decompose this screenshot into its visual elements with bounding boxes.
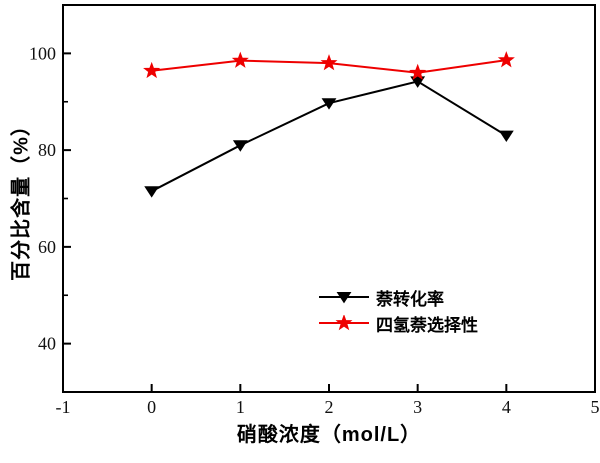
x-tick-label: 2 — [325, 397, 334, 417]
star-marker — [320, 54, 338, 71]
star-marker — [231, 51, 249, 68]
legend-item-selectivity: 四氢萘选择性 — [318, 310, 478, 336]
y-tick-label: 80 — [38, 140, 56, 160]
y-tick-label: 40 — [38, 334, 56, 354]
legend-line-star-icon — [319, 315, 369, 331]
x-tick-label: 5 — [591, 397, 600, 417]
y-axis-title: 百分比含量（%） — [10, 115, 33, 281]
star-marker — [497, 51, 515, 68]
y-tick-label: 100 — [29, 43, 56, 63]
star-marker — [143, 61, 161, 79]
triangle-down-marker — [336, 292, 352, 304]
triangle-down-marker — [498, 130, 514, 143]
legend-label-conversion: 萘转化率 — [376, 289, 444, 309]
x-tick-label: 0 — [147, 397, 156, 417]
x-axis-title: 硝酸浓度（mol/L） — [236, 424, 422, 446]
triangle-down-marker — [321, 98, 337, 110]
star-marker — [409, 63, 427, 81]
legend: 萘转化率 四氢萘选择性 — [318, 284, 478, 336]
legend-label-selectivity: 四氢萘选择性 — [376, 315, 478, 335]
legend-item-conversion: 萘转化率 — [318, 284, 478, 310]
series-line — [151, 80, 507, 193]
legend-line-triangle-icon — [319, 292, 369, 304]
triangle-down-marker — [144, 186, 160, 198]
series-selectivity — [143, 51, 515, 81]
y-tick-label: 60 — [38, 237, 56, 257]
x-tick-label: 3 — [413, 397, 422, 417]
triangle-down-marker — [232, 140, 248, 152]
star-marker — [335, 315, 353, 331]
triangle-down-marker — [410, 76, 426, 88]
series-conversion — [144, 76, 514, 198]
x-tick-label: 1 — [236, 397, 245, 417]
x-tick-label: 4 — [502, 397, 511, 417]
x-tick-label: -1 — [56, 397, 71, 417]
